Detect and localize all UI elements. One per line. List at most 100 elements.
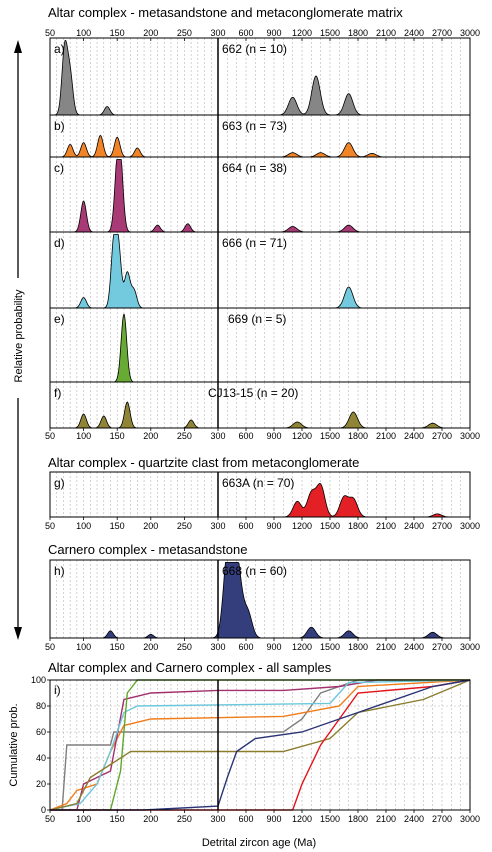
x-tick-label: 1200 bbox=[292, 642, 312, 652]
y-tick-label: 0 bbox=[41, 805, 46, 815]
x-tick-label: 100 bbox=[76, 431, 91, 441]
x-tick-label: 3000 bbox=[460, 28, 480, 38]
x-tick-label: 600 bbox=[238, 431, 253, 441]
x-tick-label: 1800 bbox=[348, 28, 368, 38]
relative-probability-axis-title: Relative probability bbox=[13, 289, 25, 382]
x-tick-label: 1800 bbox=[348, 521, 368, 531]
x-tick-label: 150 bbox=[110, 814, 125, 824]
sample-label: 663 (n = 73) bbox=[222, 119, 287, 133]
x-tick-label: 2400 bbox=[404, 642, 424, 652]
y-tick-label: 20 bbox=[36, 779, 46, 789]
text-layer: Altar complex - metasandstone and metaco… bbox=[8, 5, 480, 849]
x-tick-label: 1800 bbox=[348, 431, 368, 441]
x-tick-label: 1200 bbox=[292, 521, 312, 531]
x-tick-label: 300 bbox=[210, 642, 225, 652]
x-tick-label: 2400 bbox=[404, 814, 424, 824]
x-tick-label: 2100 bbox=[376, 28, 396, 38]
x-tick-label: 150 bbox=[110, 431, 125, 441]
x-tick-label: 150 bbox=[110, 28, 125, 38]
sample-label: 666 (n = 71) bbox=[222, 236, 287, 250]
cumulative-axis-title: Cumulative prob. bbox=[8, 703, 20, 786]
x-tick-label: 1500 bbox=[320, 814, 340, 824]
x-tick-label: 200 bbox=[143, 28, 158, 38]
x-tick-label: 600 bbox=[238, 521, 253, 531]
x-tick-label: 200 bbox=[143, 431, 158, 441]
x-tick-label: 3000 bbox=[460, 521, 480, 531]
sample-label: 669 (n = 5) bbox=[228, 312, 286, 326]
panel-frame bbox=[49, 471, 471, 518]
relative-probability-arrow bbox=[14, 40, 22, 640]
sample-label: 668 (n = 60) bbox=[222, 564, 287, 578]
plot-layer bbox=[49, 39, 471, 811]
panel-letter: h) bbox=[54, 564, 65, 578]
x-tick-label: 250 bbox=[177, 642, 192, 652]
density-curve-CJ13-15 bbox=[50, 401, 470, 429]
x-tick-label: 1200 bbox=[292, 814, 312, 824]
x-tick-label: 2400 bbox=[404, 28, 424, 38]
x-tick-label: 300 bbox=[210, 28, 225, 38]
arrow-head-down bbox=[14, 627, 22, 640]
panel-letter: i) bbox=[54, 683, 61, 697]
x-tick-label: 1200 bbox=[292, 431, 312, 441]
x-tick-label: 3000 bbox=[460, 431, 480, 441]
x-tick-label: 100 bbox=[76, 642, 91, 652]
x-tick-label: 250 bbox=[177, 521, 192, 531]
x-tick-label: 900 bbox=[266, 814, 281, 824]
y-tick-label: 40 bbox=[36, 753, 46, 763]
frame-layer bbox=[47, 37, 471, 813]
x-tick-label: 250 bbox=[177, 28, 192, 38]
x-tick-label: 1800 bbox=[348, 814, 368, 824]
x-tick-label: 250 bbox=[177, 431, 192, 441]
panel-letter: f) bbox=[54, 386, 61, 400]
x-tick-label: 300 bbox=[210, 521, 225, 531]
x-tick-label: 200 bbox=[143, 521, 158, 531]
x-tick-label: 2100 bbox=[376, 642, 396, 652]
x-tick-label: 600 bbox=[238, 814, 253, 824]
x-tick-label: 2700 bbox=[432, 431, 452, 441]
cumulative-line-668 bbox=[50, 679, 471, 811]
panel-letter: d) bbox=[54, 236, 65, 250]
x-tick-label: 100 bbox=[76, 521, 91, 531]
sample-label: 663A (n = 70) bbox=[222, 476, 294, 490]
x-tick-label: 50 bbox=[45, 28, 55, 38]
x-tick-label: 150 bbox=[110, 521, 125, 531]
section-title-altar-matrix: Altar complex - metasandstone and metaco… bbox=[48, 5, 403, 20]
x-tick-label: 150 bbox=[110, 642, 125, 652]
cumulative-line-CJ13-15 bbox=[49, 679, 471, 811]
x-tick-label: 100 bbox=[76, 28, 91, 38]
x-tick-label: 2100 bbox=[376, 431, 396, 441]
panel-frame bbox=[49, 559, 471, 639]
x-tick-label: 100 bbox=[76, 814, 91, 824]
x-tick-label: 900 bbox=[266, 431, 281, 441]
x-tick-label: 1800 bbox=[348, 642, 368, 652]
y-tick-label: 60 bbox=[36, 727, 46, 737]
x-tick-label: 50 bbox=[45, 814, 55, 824]
x-tick-label: 2700 bbox=[432, 814, 452, 824]
x-tick-label: 300 bbox=[210, 814, 225, 824]
panel-letter: c) bbox=[54, 161, 64, 175]
density-curve-663 bbox=[50, 134, 470, 158]
cumulative-line-663A bbox=[50, 679, 471, 811]
panel-letter: a) bbox=[54, 42, 65, 56]
panel-frame bbox=[49, 381, 471, 429]
sample-label: 662 (n = 10) bbox=[222, 42, 287, 56]
sample-label: CJ13-15 (n = 20) bbox=[208, 386, 298, 400]
x-axis-title: Detrital zircon age (Ma) bbox=[202, 837, 316, 849]
panel-letter: e) bbox=[54, 312, 65, 326]
x-tick-label: 900 bbox=[266, 28, 281, 38]
x-tick-label: 900 bbox=[266, 521, 281, 531]
x-tick-label: 200 bbox=[143, 642, 158, 652]
x-tick-label: 1500 bbox=[320, 642, 340, 652]
x-tick-label: 1500 bbox=[320, 521, 340, 531]
x-tick-label: 900 bbox=[266, 642, 281, 652]
x-tick-label: 300 bbox=[210, 431, 225, 441]
x-tick-label: 2700 bbox=[432, 521, 452, 531]
panel-frame bbox=[49, 679, 471, 811]
x-tick-label: 50 bbox=[45, 521, 55, 531]
panel-letter: b) bbox=[54, 119, 65, 133]
x-tick-label: 2700 bbox=[432, 642, 452, 652]
x-tick-label: 600 bbox=[238, 642, 253, 652]
arrow-head-up bbox=[14, 40, 22, 53]
cumulative-line-664 bbox=[50, 679, 470, 811]
